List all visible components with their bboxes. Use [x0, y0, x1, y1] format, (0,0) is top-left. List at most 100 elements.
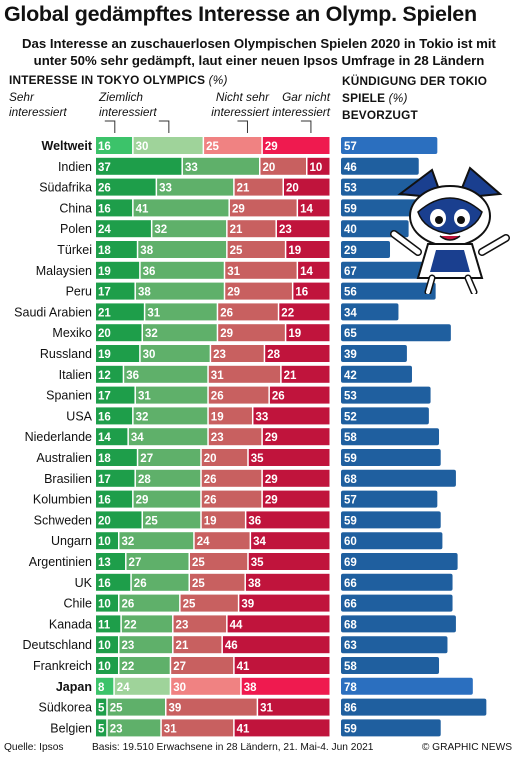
bar-very-brasilien — [96, 469, 135, 487]
chart-title: Global gedämpftes Interesse an Olymp. Sp… — [4, 2, 477, 26]
bar-not-at-all-malaysien — [298, 261, 330, 279]
value-label-cancel-kanada: 68 — [344, 619, 357, 631]
bar-quite-weltweit — [133, 137, 203, 154]
bar-quite-niederlande — [128, 428, 208, 446]
value-label-not-very-italien: 31 — [211, 370, 224, 382]
bar-very-polen — [96, 220, 151, 238]
bar-cancel-chile — [341, 594, 453, 612]
bar-not-very-russland — [211, 345, 264, 362]
bar-very-turkei — [96, 241, 137, 258]
value-label-quite-australien: 27 — [140, 453, 153, 465]
value-label-not-at-all-uk: 38 — [248, 578, 261, 590]
value-label-very-saudi-arabien: 21 — [98, 307, 111, 319]
bar-cancel-sudkorea — [341, 698, 487, 716]
country-label-kanada: Kanada — [49, 617, 92, 631]
bar-cancel-frankreich — [341, 657, 440, 674]
value-label-not-very-spanien: 26 — [211, 391, 224, 403]
value-label-not-at-all-niederlande: 29 — [265, 432, 278, 444]
bar-very-sudafrika — [96, 178, 156, 196]
value-label-cancel-belgien: 59 — [344, 723, 357, 735]
value-label-cancel-argentinien: 69 — [344, 557, 357, 569]
bar-very-indien — [96, 157, 182, 175]
value-label-not-very-kanada: 23 — [176, 619, 189, 631]
value-label-quite-saudi-arabien: 31 — [147, 307, 160, 319]
bar-very-chile — [96, 594, 118, 612]
value-label-cancel-sudafrika: 53 — [344, 183, 357, 195]
value-label-not-very-indien: 20 — [263, 162, 276, 174]
value-label-quite-sudkorea: 25 — [110, 703, 123, 715]
bar-not-at-all-sudafrika — [284, 178, 330, 196]
value-label-quite-italien: 36 — [126, 370, 139, 382]
category-pointer-3 — [300, 120, 312, 133]
bar-not-at-all-japan — [241, 677, 330, 695]
cancel-header-line1: KÜNDIGUNG DER TOKIO — [342, 74, 488, 88]
bar-very-russland — [96, 345, 140, 362]
country-label-kolumbien: Kolumbien — [33, 493, 92, 507]
value-label-not-very-brasilien: 26 — [204, 474, 217, 486]
bar-cancel-kanada — [341, 615, 456, 633]
category-very-line2: interessiert — [9, 105, 67, 119]
value-label-very-australien: 18 — [98, 453, 111, 465]
value-label-very-niederlande: 14 — [98, 432, 111, 444]
bar-very-china — [96, 199, 133, 217]
country-label-japan: Japan — [56, 680, 92, 694]
value-label-not-at-all-spanien: 26 — [272, 391, 285, 403]
bar-cancel-argentinien — [341, 553, 458, 570]
bar-not-at-all-mexiko — [286, 324, 330, 342]
bar-very-mexiko — [96, 324, 142, 342]
country-label-sudafrika: Südafrika — [39, 181, 92, 195]
value-label-cancel-deutschland: 63 — [344, 640, 357, 652]
category-very-line1: Sehr — [9, 90, 34, 104]
bar-not-at-all-kolumbien — [262, 490, 330, 508]
country-label-weltweit: Weltweit — [42, 139, 93, 153]
value-label-very-peru: 17 — [98, 287, 111, 299]
country-label-schweden: Schweden — [34, 513, 92, 527]
bar-cancel-spanien — [341, 386, 431, 404]
value-label-very-frankreich: 10 — [98, 661, 111, 673]
value-label-cancel-sudkorea: 86 — [344, 703, 357, 715]
bar-not-at-all-indien — [307, 157, 330, 175]
value-label-not-at-all-kanada: 44 — [230, 619, 243, 631]
value-label-very-italien: 12 — [98, 370, 111, 382]
value-label-cancel-frankreich: 58 — [344, 661, 357, 673]
value-label-quite-usa: 32 — [136, 411, 149, 423]
value-label-cancel-chile: 66 — [344, 599, 357, 611]
value-label-not-at-all-schweden: 36 — [248, 515, 261, 527]
country-label-spanien: Spanien — [46, 389, 92, 403]
bar-very-kanada — [96, 615, 121, 633]
bar-not-at-all-schweden — [246, 511, 330, 529]
value-label-quite-kanada: 22 — [124, 619, 137, 631]
bar-quite-australien — [138, 449, 201, 466]
bar-cancel-peru — [341, 282, 436, 300]
value-label-not-very-kolumbien: 26 — [204, 495, 217, 507]
bar-not-very-kolumbien — [201, 490, 262, 508]
value-label-cancel-australien: 59 — [344, 453, 357, 465]
value-label-not-at-all-argentinien: 35 — [251, 557, 264, 569]
value-label-very-spanien: 17 — [98, 391, 111, 403]
category-label-not-very: Nicht sehr interessiert — [181, 90, 269, 120]
interest-header: INTERESSE IN TOKYO OLYMPICS (%) — [9, 73, 228, 87]
value-label-cancel-uk: 66 — [344, 578, 357, 590]
value-label-quite-turkei: 38 — [140, 245, 153, 257]
country-label-malaysien: Malaysien — [36, 264, 92, 278]
category-not-at-all-line1: Gar nicht — [282, 90, 330, 104]
interest-header-unit: (%) — [208, 73, 228, 87]
value-label-not-at-all-weltweit: 29 — [265, 141, 278, 153]
bar-quite-uk — [131, 573, 189, 591]
country-label-belgien: Belgien — [50, 721, 92, 735]
country-label-uk: UK — [75, 576, 93, 590]
bar-not-very-china — [229, 199, 297, 217]
bar-not-very-niederlande — [208, 428, 262, 446]
bar-cancel-schweden — [341, 511, 441, 529]
value-label-very-kanada: 11 — [98, 619, 111, 631]
bar-quite-kanada — [121, 615, 173, 633]
value-label-very-indien: 37 — [98, 162, 111, 174]
bar-not-at-all-china — [298, 199, 330, 217]
value-label-not-at-all-belgien: 41 — [237, 723, 250, 735]
country-label-sudkorea: Südkorea — [38, 701, 92, 715]
value-label-not-very-ungarn: 24 — [197, 536, 210, 548]
bar-very-saudi-arabien — [96, 303, 144, 321]
bar-cancel-usa — [341, 407, 429, 425]
value-label-very-ungarn: 10 — [98, 536, 111, 548]
value-label-very-japan: 8 — [98, 682, 105, 694]
